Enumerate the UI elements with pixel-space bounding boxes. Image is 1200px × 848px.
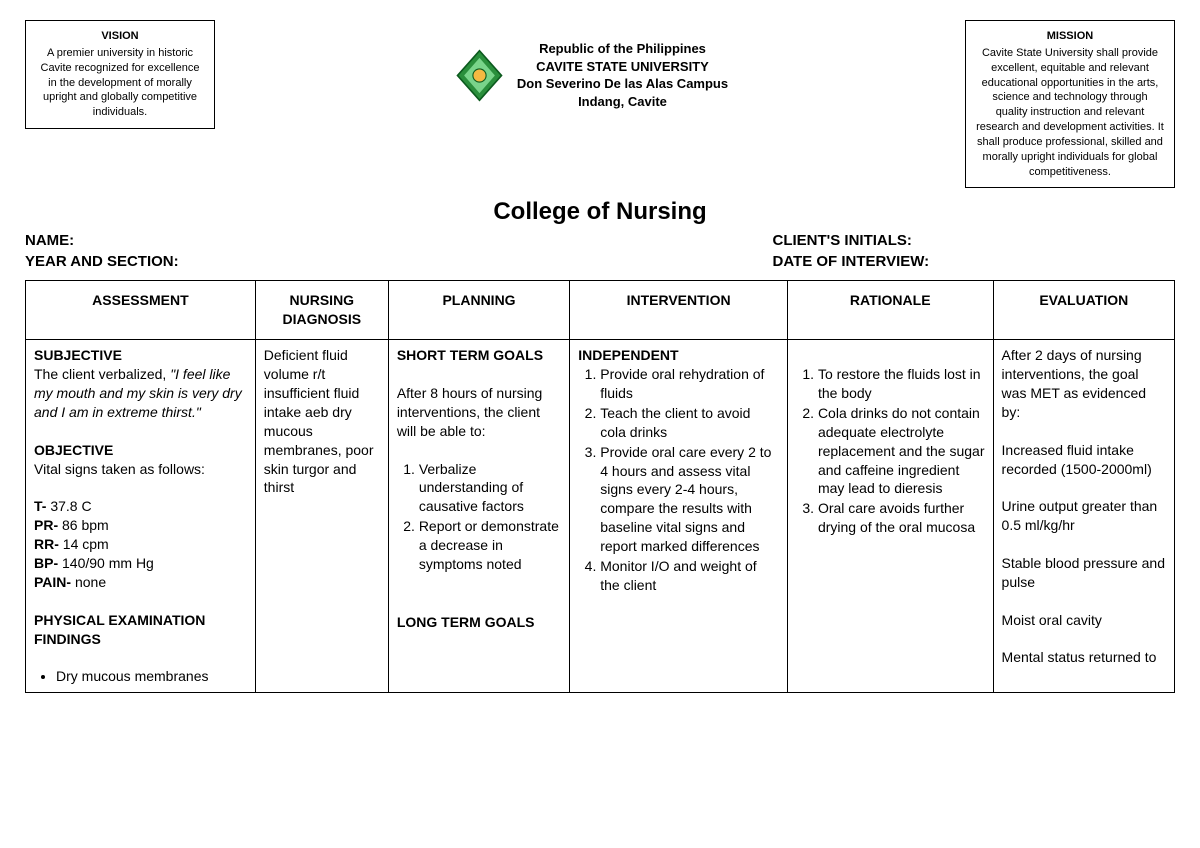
location-line: Indang, Cavite (517, 93, 728, 111)
vision-title: VISION (36, 29, 204, 44)
vital-bp: BP- 140/90 mm Hg (34, 554, 247, 573)
intervention-item: Provide oral care every 2 to 4 hours and… (600, 443, 779, 556)
name-label: NAME: (25, 232, 773, 249)
objective-text: Vital signs taken as follows: (34, 460, 247, 479)
vision-text: A premier university in historic Cavite … (36, 46, 204, 120)
document-header: VISION A premier university in historic … (25, 20, 1175, 188)
th-evaluation: EVALUATION (993, 281, 1174, 340)
eval-p2: Urine output greater than 0.5 ml/kg/hr (1002, 497, 1166, 535)
intervention-item: Monitor I/O and weight of the client (600, 557, 779, 595)
pe-item: Dry mucous membranes (56, 667, 247, 686)
intervention-head: INDEPENDENT (578, 346, 779, 365)
rationale-item: To restore the fluids lost in the body (818, 365, 985, 403)
date-label: DATE OF INTERVIEW: (773, 253, 1176, 270)
republic-line: Republic of the Philippines (517, 40, 728, 58)
cell-evaluation: After 2 days of nursing interventions, t… (993, 340, 1174, 693)
eval-p5: Mental status returned to (1002, 648, 1166, 667)
mission-text: Cavite State University shall provide ex… (976, 46, 1164, 180)
eval-p3: Stable blood pressure and pulse (1002, 554, 1166, 592)
vital-t: T- 37.8 C (34, 497, 247, 516)
initials-label: CLIENT'S INITIALS: (773, 232, 1176, 249)
diagnosis-text: Deficient fluid volume r/t insufficient … (264, 346, 380, 497)
eval-p1: Increased fluid intake recorded (1500-20… (1002, 441, 1166, 479)
th-rationale: RATIONALE (787, 281, 993, 340)
mission-title: MISSION (976, 29, 1164, 44)
mission-box: MISSION Cavite State University shall pr… (965, 20, 1175, 188)
long-term-head: LONG TERM GOALS (397, 613, 561, 632)
cell-assessment: SUBJECTIVE The client verbalized, "I fee… (26, 340, 256, 693)
cell-diagnosis: Deficient fluid volume r/t insufficient … (255, 340, 388, 693)
cell-rationale: To restore the fluids lost in the body C… (787, 340, 993, 693)
vital-rr: RR- 14 cpm (34, 535, 247, 554)
planning-item: Verbalize understanding of causative fac… (419, 460, 561, 517)
university-logo-icon (452, 48, 507, 103)
cell-planning: SHORT TERM GOALS After 8 hours of nursin… (388, 340, 569, 693)
intervention-item: Provide oral rehydration of fluids (600, 365, 779, 403)
th-assessment: ASSESSMENT (26, 281, 256, 340)
college-title: College of Nursing (25, 198, 1175, 226)
short-term-head: SHORT TERM GOALS (397, 346, 561, 365)
center-header: Republic of the Philippines CAVITE STATE… (452, 40, 728, 110)
eval-p4: Moist oral cavity (1002, 611, 1166, 630)
university-line: CAVITE STATE UNIVERSITY (517, 58, 728, 76)
planning-item: Report or demonstrate a decrease in symp… (419, 517, 561, 574)
campus-line: Don Severino De las Alas Campus (517, 75, 728, 93)
th-planning: PLANNING (388, 281, 569, 340)
ncp-table: ASSESSMENT NURSING DIAGNOSIS PLANNING IN… (25, 280, 1175, 693)
vital-pr: PR- 86 bpm (34, 516, 247, 535)
subjective-head: SUBJECTIVE (34, 346, 247, 365)
th-diagnosis: NURSING DIAGNOSIS (255, 281, 388, 340)
intervention-item: Teach the client to avoid cola drinks (600, 404, 779, 442)
pe-head: PHYSICAL EXAMINATION FINDINGS (34, 611, 247, 649)
rationale-item: Oral care avoids further drying of the o… (818, 499, 985, 537)
rationale-item: Cola drinks do not contain adequate elec… (818, 404, 985, 498)
short-term-intro: After 8 hours of nursing interventions, … (397, 384, 561, 441)
subjective-lead: The client verbalized, (34, 366, 170, 382)
table-header-row: ASSESSMENT NURSING DIAGNOSIS PLANNING IN… (26, 281, 1175, 340)
center-text: Republic of the Philippines CAVITE STATE… (517, 40, 728, 110)
meta-row-2: YEAR AND SECTION: DATE OF INTERVIEW: (25, 253, 1175, 270)
vital-pain: PAIN- none (34, 573, 247, 592)
cell-intervention: INDEPENDENT Provide oral rehydration of … (570, 340, 788, 693)
vision-box: VISION A premier university in historic … (25, 20, 215, 129)
subjective-text: The client verbalized, "I feel like my m… (34, 365, 247, 422)
meta-row-1: NAME: CLIENT'S INITIALS: (25, 232, 1175, 249)
eval-intro: After 2 days of nursing interventions, t… (1002, 346, 1166, 422)
objective-head: OBJECTIVE (34, 441, 247, 460)
year-label: YEAR AND SECTION: (25, 253, 773, 270)
table-body-row: SUBJECTIVE The client verbalized, "I fee… (26, 340, 1175, 693)
th-intervention: INTERVENTION (570, 281, 788, 340)
